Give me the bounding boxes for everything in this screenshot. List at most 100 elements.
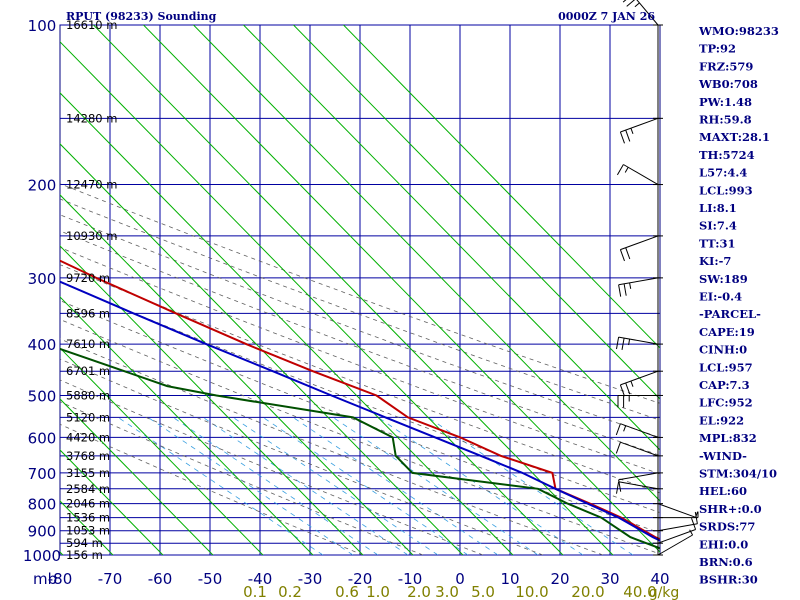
stat-line: STM:304/10 <box>699 467 777 481</box>
height-label: 594 m <box>66 536 103 550</box>
stat-line: RH:59.8 <box>699 113 752 127</box>
height-label: 156 m <box>66 548 103 562</box>
stat-line: EI:-0.4 <box>699 290 742 304</box>
mixing-ratio-label: 1.0 <box>366 583 390 600</box>
isotherm <box>60 296 314 555</box>
isotherm <box>60 398 214 555</box>
isotherm <box>292 25 660 400</box>
wind-barb-feather <box>634 2 640 8</box>
stat-line: MAXT:28.1 <box>699 130 770 144</box>
wind-barb-feather <box>616 481 620 494</box>
pressure-tick-label: 400 <box>28 336 57 354</box>
stat-line: BRN:0.6 <box>699 555 753 569</box>
pressure-tick-label: 600 <box>28 429 57 447</box>
wind-barb-shaft <box>657 534 693 556</box>
wind-barb-feather <box>625 129 631 142</box>
dry-adiabat <box>60 183 660 404</box>
pressure-tick-label: 100 <box>28 17 57 35</box>
wind-barb-feather <box>626 0 636 7</box>
temperature-tick-label: -60 <box>148 570 173 588</box>
isotherm <box>60 194 414 555</box>
wind-barb-shaft <box>620 235 659 251</box>
wind-barb-feather <box>619 249 625 262</box>
height-label: 12470 m <box>66 178 117 192</box>
height-label: 8596 m <box>66 306 110 320</box>
wind-barb-feather <box>624 167 629 173</box>
height-label: 2046 m <box>66 497 110 511</box>
isotherm <box>60 41 564 555</box>
temperature-tick-label: 10 <box>500 570 519 588</box>
stat-line: EL:922 <box>699 413 744 427</box>
height-label: 14280 m <box>66 111 117 125</box>
dry-adiabat <box>60 264 660 494</box>
mixing-ratio-label: 20.0 <box>571 583 604 600</box>
pressure-tick-label: 1000 <box>23 547 61 565</box>
isotherm <box>242 25 660 451</box>
stat-line: SRDS:77 <box>699 520 755 534</box>
mixing-ratio-label: 0.6 <box>335 583 359 600</box>
height-label: 3155 m <box>66 466 110 480</box>
stat-line: TT:31 <box>699 236 736 250</box>
temperature-line <box>60 259 660 541</box>
wind-barb-shaft <box>657 529 696 544</box>
temperature-tick-label: -30 <box>298 570 323 588</box>
dry-adiabat <box>60 281 660 514</box>
stat-line: SI:7.4 <box>699 219 737 233</box>
height-label: 1536 m <box>66 511 110 525</box>
wind-barb-feather <box>616 164 624 176</box>
stat-line: TH:5724 <box>699 148 755 162</box>
stat-line: SW:189 <box>699 272 748 286</box>
mixing-ratio-line <box>332 417 539 555</box>
stat-line: PW:1.48 <box>699 95 752 109</box>
dry-adiabat <box>60 358 544 555</box>
wind-barb-feather <box>623 425 627 432</box>
isotherm <box>342 25 660 349</box>
mixing-ratio-label: 2.0 <box>407 583 431 600</box>
wind-barb-shaft <box>618 277 659 286</box>
height-label: 4420 m <box>66 430 110 444</box>
stat-line: BSHR:30 <box>699 573 758 587</box>
wind-barb-feather <box>629 282 632 289</box>
wind-barb-shaft <box>657 523 698 532</box>
dry-adiabat <box>60 423 364 555</box>
height-label: 1053 m <box>66 524 110 538</box>
temperature-tick-label: 20 <box>550 570 569 588</box>
dewpoint-line <box>60 347 660 550</box>
wind-barb-shaft <box>620 370 659 386</box>
isotherm <box>60 347 264 555</box>
stat-line: L57:4.4 <box>699 166 747 180</box>
sounding-time: 0000Z 7 JAN 26 <box>558 10 655 23</box>
temperature-tick-label: -20 <box>348 570 373 588</box>
pressure-tick-label: 200 <box>28 177 57 195</box>
isotherm <box>142 25 660 553</box>
mixing-ratio-line <box>427 417 634 555</box>
stat-line: -PARCEL- <box>699 307 761 321</box>
wind-barb-shaft <box>657 503 696 518</box>
gridlines <box>59 24 661 556</box>
pressure-unit-label: mb <box>33 570 57 588</box>
wind-barb-shaft <box>623 164 659 185</box>
mixing-ratio-line <box>232 417 439 555</box>
mixing-ratio-line <box>117 417 324 555</box>
isotherm <box>0 1 24 566</box>
dry-adiabat <box>60 198 660 421</box>
wind-barb-feather <box>689 529 694 536</box>
wind-barb-feather <box>615 423 621 436</box>
wind-barb-feather <box>630 380 634 387</box>
height-label: 3768 m <box>66 449 110 463</box>
profile-series <box>60 259 660 550</box>
height-label: 16610 m <box>66 18 117 32</box>
dry-adiabat <box>60 230 660 456</box>
isotherm <box>192 25 660 502</box>
wind-barb-feather <box>621 338 625 350</box>
isotherm <box>60 245 364 555</box>
dry-adiabat <box>60 379 484 555</box>
adiabats <box>60 183 660 555</box>
wind-barb-shaft <box>620 117 659 133</box>
height-label: 7610 m <box>66 337 110 351</box>
wind-barb-feather <box>625 382 631 395</box>
mixing-ratio-lines <box>117 417 634 555</box>
